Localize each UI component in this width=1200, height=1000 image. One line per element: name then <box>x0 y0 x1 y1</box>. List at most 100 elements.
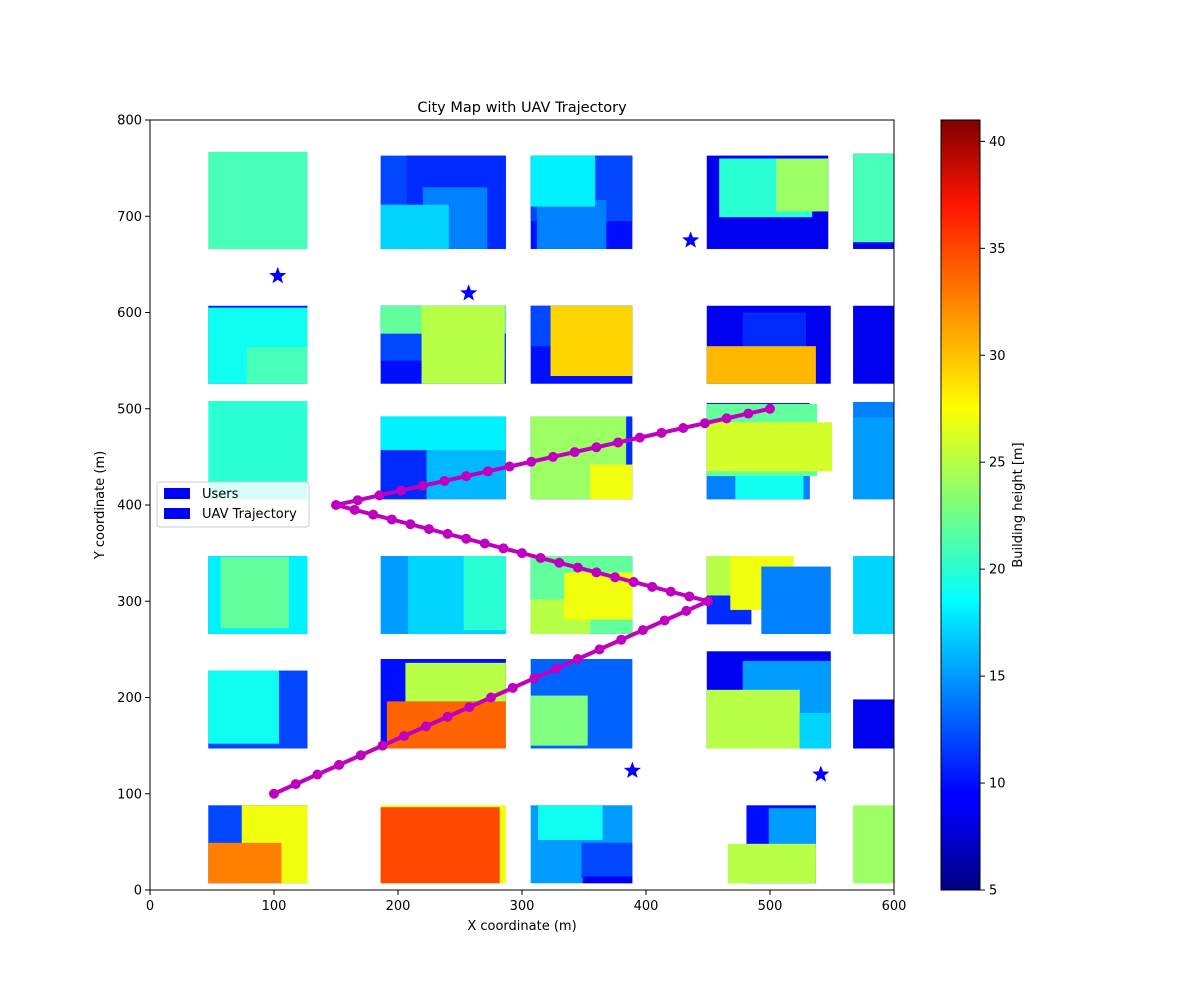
user-star-marker <box>812 765 830 782</box>
trajectory-point <box>405 519 416 530</box>
user-star-marker <box>682 231 700 248</box>
trajectory-point <box>352 495 363 506</box>
colorbar-ticks: 5 10 15 20 25 30 35 40 <box>980 135 1006 899</box>
x-tick-label: 0 <box>146 899 154 914</box>
trajectory-point <box>368 509 379 520</box>
trajectory-point <box>374 490 385 501</box>
trajectory-point <box>665 586 676 597</box>
y-axis-label: Y coordinate (m) <box>93 451 108 560</box>
building <box>706 422 832 472</box>
trajectory-point <box>464 702 475 713</box>
user-star-marker <box>460 284 478 301</box>
building <box>706 346 816 384</box>
trajectory-point <box>442 711 453 722</box>
colorbar-tick-label: 20 <box>989 563 1006 578</box>
building <box>530 155 596 207</box>
trajectory-point <box>551 663 562 674</box>
trajectory-point <box>591 567 602 578</box>
building <box>463 556 506 631</box>
trajectory-point <box>290 779 301 790</box>
trajectory-point <box>482 466 493 477</box>
building <box>246 347 308 384</box>
building <box>761 566 831 634</box>
y-tick-label: 400 <box>117 499 142 514</box>
colorbar-gradient <box>940 119 981 891</box>
trajectory-point <box>396 485 407 496</box>
colorbar-tick-label: 5 <box>989 884 997 899</box>
trajectory-point <box>637 625 648 636</box>
trajectory-point <box>461 533 472 544</box>
x-tick-label: 600 <box>882 899 907 914</box>
building <box>581 842 633 878</box>
trajectory-point <box>331 500 341 510</box>
building <box>853 305 894 384</box>
building <box>853 699 894 749</box>
trajectory-point <box>703 596 713 607</box>
user-star-marker <box>623 761 641 778</box>
x-tick-label: 200 <box>386 899 411 914</box>
colorbar-tick-label: 40 <box>989 135 1006 150</box>
trajectory-point <box>312 769 323 780</box>
y-tick-label: 700 <box>117 210 142 225</box>
building <box>776 158 829 212</box>
building <box>208 151 308 249</box>
legend-trajectory-label: UAV Trajectory <box>202 507 297 522</box>
trajectory-point <box>442 528 453 539</box>
trajectory-point <box>355 750 366 761</box>
trajectory-point <box>572 654 583 664</box>
trajectory-point <box>656 427 667 438</box>
legend-frame <box>156 481 310 528</box>
trajectory-point <box>743 408 754 419</box>
building <box>536 199 607 249</box>
user-star-marker <box>269 266 287 284</box>
trajectory-point <box>610 572 620 583</box>
trajectory-point <box>659 615 670 626</box>
building <box>727 843 816 884</box>
trajectory-point <box>269 788 279 799</box>
x-axis-label: X coordinate (m) <box>467 919 576 934</box>
trajectory-point <box>526 456 537 467</box>
users-layer <box>269 231 830 782</box>
x-tick-label: 400 <box>634 899 659 914</box>
building <box>386 701 506 749</box>
colorbar-tick-label: 15 <box>989 670 1006 685</box>
uav-trajectory <box>269 403 775 799</box>
y-tick-label: 100 <box>117 787 142 802</box>
building <box>380 807 500 884</box>
trajectory-point <box>569 447 580 458</box>
legend-users-label: Users <box>202 487 239 502</box>
building <box>421 305 505 384</box>
trajectory-point <box>377 740 388 751</box>
legend: Users UAV Trajectory <box>156 481 310 528</box>
trajectory-point <box>699 418 710 429</box>
building <box>530 695 588 746</box>
trajectory-point <box>334 759 345 770</box>
colorbar-tick-label: 25 <box>989 456 1006 471</box>
building <box>380 204 449 249</box>
trajectory-point <box>386 514 397 525</box>
plot-area <box>149 119 895 891</box>
building <box>853 153 894 243</box>
trajectory-point <box>504 461 515 472</box>
building <box>582 876 633 884</box>
building <box>538 805 603 840</box>
building <box>853 805 894 884</box>
trajectory-point <box>498 543 509 554</box>
y-tick-label: 0 <box>134 884 142 899</box>
trajectory-point <box>399 731 410 741</box>
buildings-layer <box>208 151 894 884</box>
trajectory-point <box>765 403 775 414</box>
trajectory-point <box>681 605 692 616</box>
y-tick-label: 600 <box>117 306 142 321</box>
trajectory-point <box>572 562 583 573</box>
colorbar-label: Building height [m] <box>1011 442 1026 567</box>
colorbar: 5 10 15 20 25 30 35 40 Building height [m] <box>940 119 1026 899</box>
x-tick-label: 300 <box>510 899 535 914</box>
building <box>590 464 633 500</box>
y-tick-label: 500 <box>117 402 142 417</box>
legend-trajectory-swatch <box>164 508 190 519</box>
chart-title: City Map with UAV Trajectory <box>417 100 627 116</box>
building <box>220 556 289 629</box>
building <box>550 305 633 377</box>
